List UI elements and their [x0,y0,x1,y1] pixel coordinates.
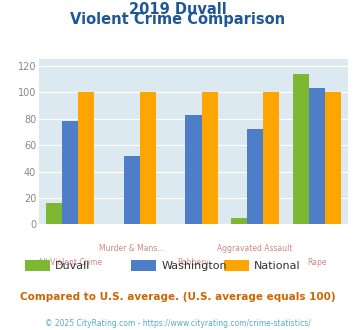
Bar [124,156,140,224]
Text: Duvall: Duvall [55,261,91,271]
Text: © 2025 CityRating.com - https://www.cityrating.com/crime-statistics/: © 2025 CityRating.com - https://www.city… [45,319,310,328]
Bar [309,88,325,224]
Bar [202,92,218,224]
Text: Aggravated Assault: Aggravated Assault [218,244,293,253]
Bar [46,203,62,224]
Text: Violent Crime Comparison: Violent Crime Comparison [70,12,285,26]
Bar [231,218,247,224]
Text: National: National [254,261,300,271]
Bar [325,92,341,224]
Text: Rape: Rape [307,258,327,267]
Text: All Violent Crime: All Violent Crime [38,258,102,267]
Text: Robbery: Robbery [178,258,209,267]
Bar [247,129,263,224]
Bar [140,92,156,224]
Bar [293,74,309,224]
Text: 2019 Duvall: 2019 Duvall [129,2,226,16]
Bar [263,92,279,224]
Bar [62,121,78,224]
Bar [185,115,202,224]
Text: Compared to U.S. average. (U.S. average equals 100): Compared to U.S. average. (U.S. average … [20,292,335,302]
Bar [78,92,94,224]
Text: Washington: Washington [162,261,227,271]
Text: Murder & Mans...: Murder & Mans... [99,244,164,253]
